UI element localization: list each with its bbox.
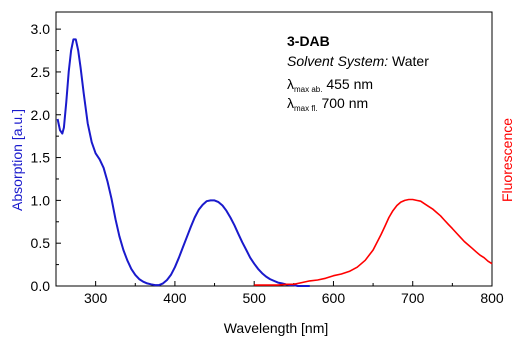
x-tick-label: 500: [243, 290, 267, 306]
y-axis-title-right: Fluorescence: [499, 118, 515, 202]
y-tick-label: 1.5: [31, 150, 51, 166]
lambda-fl-line: λmax fl. 700 nm: [287, 95, 368, 113]
solvent-label: Solvent System:: [287, 53, 388, 69]
solvent-line: Solvent System: Water: [287, 53, 429, 69]
x-tick-label: 400: [163, 290, 187, 306]
y-tick-label: 0.5: [31, 235, 51, 251]
plot-border: [55, 11, 493, 287]
y-tick-label: 0.0: [31, 278, 51, 294]
lambda-abs-symbol: λ: [287, 76, 294, 92]
x-tick-label: 600: [322, 290, 346, 306]
y-axis-title-left: Absorption [a.u.]: [9, 109, 25, 211]
x-axis-title: Wavelength [nm]: [224, 320, 329, 336]
x-tick-label: 300: [84, 290, 108, 306]
lambda-abs-subscript: max ab.: [294, 85, 322, 94]
fluorescence-series-line: [254, 198, 493, 286]
y-tick-label: 2.0: [31, 107, 51, 123]
lambda-fl-subscript: max fl.: [294, 104, 318, 113]
plot-frame: [55, 11, 493, 287]
y-tick-label: 2.5: [31, 64, 51, 80]
x-axis: 300 400 500 600 700 800: [55, 281, 504, 306]
y-tick-label: 3.0: [31, 21, 51, 37]
annotation-block: 3-DAB Solvent System: Water λmax ab. 455…: [287, 33, 429, 113]
series-layer: [56, 38, 493, 287]
lambda-fl-value: 700 nm: [318, 95, 369, 111]
solvent-value: Water: [388, 53, 429, 69]
lambda-abs-line: λmax ab. 455 nm: [287, 76, 373, 94]
y-axis: 0.0 0.5 1.0 1.5 2.0 2.5 3.0: [31, 21, 61, 294]
x-tick-label: 800: [480, 290, 504, 306]
x-tick-label: 700: [401, 290, 425, 306]
compound-name: 3-DAB: [287, 33, 330, 49]
absorption-series-line: [56, 38, 310, 287]
y-tick-label: 1.0: [31, 192, 51, 208]
lambda-abs-value: 455 nm: [322, 76, 373, 92]
lambda-fl-symbol: λ: [287, 95, 294, 111]
